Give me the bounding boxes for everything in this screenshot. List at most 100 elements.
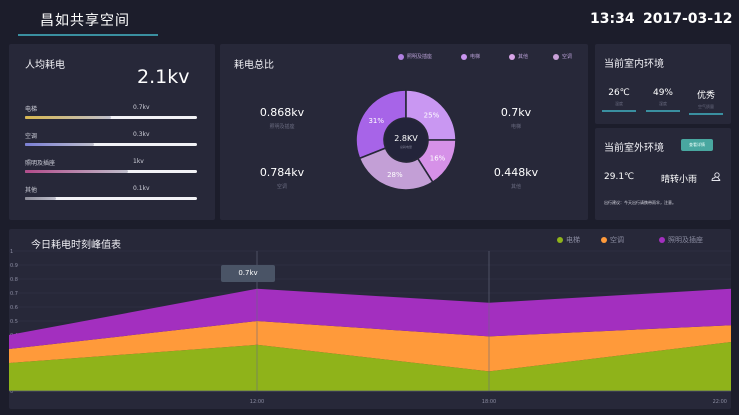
legend-label: 电梯 — [566, 236, 580, 244]
legend-item[interactable]: 照明及插座 — [398, 53, 432, 60]
indoor-humidity: 49% 湿度 — [646, 88, 680, 112]
peak-chart-panel: 00.10.20.30.40.50.60.70.80.9112:0018:002… — [9, 229, 731, 409]
ratio-legend: 照明及插座 电梯 其他 空调 — [398, 53, 588, 63]
donut-center-value: 2.8KV — [394, 134, 418, 143]
area-series[interactable] — [9, 321, 731, 372]
env-value: 49% — [652, 88, 673, 98]
slice-label: 25% — [424, 112, 440, 120]
app-title: 昌如共享空间 — [40, 13, 130, 29]
legend-item[interactable]: 电梯 — [557, 235, 580, 245]
y-tick-label: 1 — [10, 249, 13, 255]
bar-fill — [25, 170, 129, 173]
legend-dot — [659, 237, 665, 243]
kv-value: 0.7kv — [500, 106, 532, 119]
indoor-title: 当前室内环境 — [604, 59, 664, 70]
peak-chart-title: 今日耗电时刻峰值表 — [31, 240, 121, 251]
bar-row-elevator: 电梯 0.7kv — [25, 104, 197, 124]
legend-item[interactable]: 电梯 — [461, 53, 480, 60]
kv-ac: 0.784kv 空调 — [232, 166, 332, 190]
kv-other: 0.448kv 其他 — [466, 166, 566, 190]
env-sub: 空气质量 — [698, 104, 714, 109]
legend-item[interactable]: 空调 — [601, 235, 624, 245]
legend-dot — [601, 237, 607, 243]
bar-label: 电梯 — [25, 106, 38, 113]
per-capita-value: 2.1kv — [137, 66, 190, 88]
y-tick-label: 0.5 — [10, 319, 18, 325]
legend-dot — [509, 53, 515, 60]
bar-track — [25, 143, 197, 146]
outdoor-weather: 晴转小雨 — [661, 175, 698, 185]
legend-label: 空调 — [562, 54, 573, 60]
kv-elevator: 0.7kv 电梯 — [466, 106, 566, 130]
legend-item[interactable]: 照明及插座 — [659, 235, 703, 245]
kv-value: 0.448kv — [493, 166, 539, 179]
slice-label: 31% — [368, 117, 384, 125]
env-value: 优秀 — [696, 91, 715, 101]
details-button[interactable]: 查看详情 — [681, 139, 713, 151]
y-tick-label: 0.8 — [10, 277, 18, 283]
title-underline — [18, 34, 158, 36]
bar-row-ac: 空调 0.3kv — [25, 131, 197, 151]
outdoor-title: 当前室外环境 — [604, 143, 664, 154]
env-underline — [602, 110, 636, 112]
slice-label: 28% — [387, 171, 403, 179]
header-bar: 昌如共享空间 13:34 2017-03-12 — [0, 0, 739, 40]
outdoor-panel: 当前室外环境 查看详情 29.1℃ 晴转小雨 出行建议：今天出行请携带雨伞，注意… — [595, 128, 731, 220]
bar-fill — [25, 197, 56, 200]
env-underline — [646, 110, 680, 112]
x-tick-label: 12:00 — [250, 399, 264, 405]
legend-item[interactable]: 其他 — [509, 53, 528, 60]
per-capita-panel: 人均耗电 2.1kv 电梯 0.7kv 空调 0.3kv 照明及插座 1kv 其… — [9, 44, 215, 220]
outdoor-temp: 29.1℃ — [604, 172, 635, 182]
kv-sub: 电梯 — [510, 124, 521, 130]
bar-value: 1kv — [133, 158, 144, 165]
bar-track — [25, 116, 197, 119]
legend-label: 照明及插座 — [668, 236, 703, 244]
bar-row-lighting: 照明及插座 1kv — [25, 158, 197, 178]
bar-value: 0.7kv — [133, 104, 150, 111]
env-sub: 温度 — [615, 101, 623, 106]
bar-row-other: 其他 0.1kv — [25, 185, 197, 205]
partly-cloudy-icon — [711, 172, 721, 181]
indoor-panel: 当前室内环境 26℃ 温度 49% 湿度 优秀 空气质量 — [595, 44, 731, 124]
legend-item[interactable]: 空调 — [553, 53, 572, 60]
donut-slice[interactable] — [405, 89, 457, 141]
ratio-panel: 耗电总比 照明及插座 电梯 其他 空调 0.868kv 照明及插座 0.784k… — [220, 44, 588, 220]
kv-sub: 空调 — [276, 184, 287, 190]
kv-sub: 其他 — [510, 184, 521, 190]
y-tick-label: 0.6 — [10, 305, 18, 311]
legend-label: 电梯 — [470, 54, 481, 60]
bar-value: 0.1kv — [133, 185, 150, 192]
per-capita-title: 人均耗电 — [25, 60, 65, 71]
kv-value: 0.784kv — [259, 166, 305, 179]
clock-time: 13:34 — [590, 11, 635, 27]
ratio-title: 耗电总比 — [234, 60, 274, 71]
area-series[interactable] — [9, 288, 731, 349]
donut-slice[interactable] — [358, 147, 434, 191]
y-tick-label: 0.7 — [10, 291, 18, 297]
area-series[interactable] — [9, 342, 731, 391]
legend-dot — [553, 53, 559, 60]
clock-date: 2017-03-12 — [643, 11, 733, 27]
y-tick-label: 0 — [10, 389, 13, 395]
kv-sub: 照明及插座 — [269, 124, 295, 130]
legend-label: 空调 — [610, 236, 624, 244]
env-sub: 湿度 — [659, 101, 667, 106]
kv-lighting: 0.868kv 照明及插座 — [232, 106, 332, 130]
bar-track — [25, 197, 197, 200]
indoor-air: 优秀 空气质量 — [689, 88, 723, 115]
area-chart: 00.10.20.30.40.50.60.70.80.9112:0018:002… — [9, 249, 731, 405]
legend-dot — [557, 237, 563, 243]
y-tick-label: 0.9 — [10, 263, 18, 269]
travel-tip: 出行建议：今天出行请携带雨伞，注意。 — [604, 200, 676, 205]
bar-track — [25, 170, 197, 173]
x-tick-label: 18:00 — [482, 399, 496, 405]
env-underline — [689, 113, 723, 115]
donut-center — [385, 119, 427, 161]
bar-value: 0.3kv — [133, 131, 150, 138]
donut-slice[interactable] — [355, 89, 407, 160]
bar-label: 其他 — [25, 187, 38, 194]
donut-center-sub: 总耗电量 — [400, 144, 412, 149]
bar-fill — [25, 143, 94, 146]
